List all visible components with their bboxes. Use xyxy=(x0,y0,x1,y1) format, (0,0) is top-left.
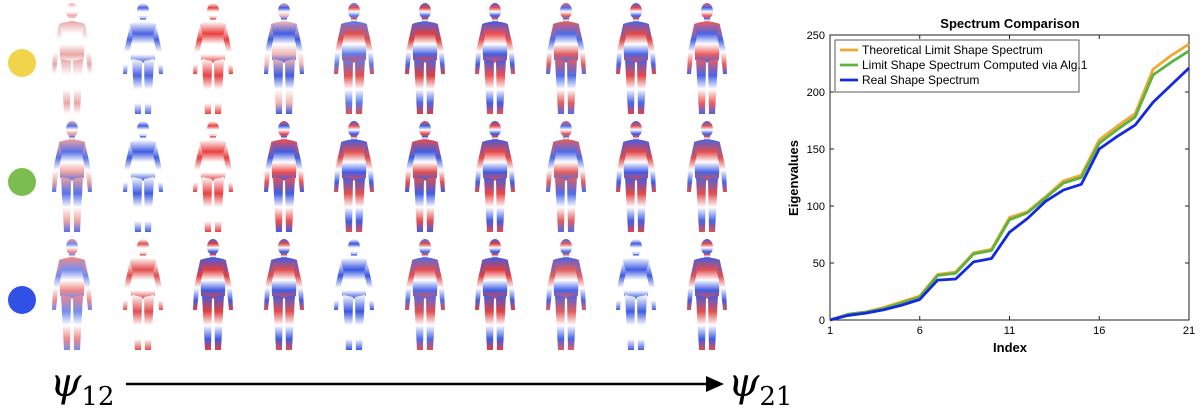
legend-label-1: Theoretical Limit Shape Spectrum xyxy=(862,43,1043,57)
y-tick-label: 250 xyxy=(807,30,825,42)
body-eigenfunction-r2-c5 xyxy=(334,121,374,232)
x-tick-label: 21 xyxy=(1183,325,1195,337)
body-eigenfunction-r1-c4 xyxy=(263,3,304,114)
body-eigenfunction-r2-c4 xyxy=(263,121,304,232)
body-eigenfunction-r1-c7 xyxy=(475,3,515,114)
body-eigenfunction-r3-c3 xyxy=(193,239,233,350)
series-line-3 xyxy=(829,67,1190,322)
y-tick-label: 0 xyxy=(819,315,825,327)
body-eigenfunction-r2-c6 xyxy=(404,121,445,232)
body-eigenfunction-r1-c2 xyxy=(122,3,163,114)
y-tick-label: 150 xyxy=(807,144,825,156)
body-eigenfunction-r3-c4 xyxy=(263,239,304,350)
end-eigenfunction-label: ψ21 xyxy=(728,360,792,412)
row-marker-blue xyxy=(8,286,36,314)
body-eigenfunction-r3-c1 xyxy=(52,239,92,350)
body-eigenfunction-r2-c9 xyxy=(616,121,656,232)
series-lines xyxy=(829,42,1190,322)
series-line-2 xyxy=(829,49,1190,322)
body-eigenfunction-r3-c10 xyxy=(686,239,727,350)
x-axis-label: Index xyxy=(993,340,1028,355)
x-tick-label: 1 xyxy=(827,325,833,337)
body-eigenfunction-r1-c8 xyxy=(545,3,586,114)
start-label-sub: 12 xyxy=(81,382,115,412)
body-eigenfunction-r3-c9 xyxy=(616,239,656,350)
y-axis: 0 50 100 150 200 250 xyxy=(807,30,1189,327)
chart-title: Spectrum Comparison xyxy=(940,16,1079,31)
start-label-base: ψ xyxy=(50,360,82,406)
body-eigenfunction-r2-c10 xyxy=(686,121,727,232)
index-arrow xyxy=(126,376,724,392)
body-eigenfunction-r3-c5 xyxy=(334,239,374,350)
y-axis-label: Eigenvalues xyxy=(786,140,801,216)
x-tick-label: 6 xyxy=(917,325,923,337)
body-eigenfunction-r1-c5 xyxy=(334,3,374,114)
eigenfunction-grid xyxy=(36,0,796,360)
body-eigenfunction-r1-c3 xyxy=(193,3,233,114)
row-marker-yellow xyxy=(8,49,36,77)
body-eigenfunction-r3-c6 xyxy=(404,239,445,350)
body-eigenfunction-r3-c7 xyxy=(475,239,515,350)
y-tick-label: 100 xyxy=(807,201,825,213)
body-eigenfunction-r2-c7 xyxy=(475,121,515,232)
legend-box xyxy=(834,39,1080,93)
start-eigenfunction-label: ψ12 xyxy=(50,360,114,412)
body-eigenfunction-r3-c2 xyxy=(122,239,163,350)
x-tick-label: 16 xyxy=(1093,325,1105,337)
legend-label-3: Real Shape Spectrum xyxy=(862,73,979,87)
row-marker-green xyxy=(8,168,36,196)
body-eigenfunction-r1-c6 xyxy=(404,3,445,114)
body-eigenfunction-r1-c1 xyxy=(52,3,92,114)
body-eigenfunction-r1-c9 xyxy=(616,3,656,114)
body-eigenfunction-r1-c10 xyxy=(686,3,727,114)
x-axis: 1 6 11 16 21 xyxy=(827,35,1195,337)
body-eigenfunction-r2-c2 xyxy=(122,121,163,232)
y-tick-label: 200 xyxy=(807,87,825,99)
end-label-base: ψ xyxy=(728,360,760,406)
legend-label-2: Limit Shape Spectrum Computed via Alg.1 xyxy=(862,58,1088,72)
body-eigenfunction-r2-c3 xyxy=(193,121,233,232)
body-eigenfunction-r3-c8 xyxy=(545,239,586,350)
end-label-sub: 21 xyxy=(759,382,793,412)
body-eigenfunction-r2-c8 xyxy=(545,121,586,232)
body-eigenfunction-r2-c1 xyxy=(52,121,92,232)
x-tick-label: 11 xyxy=(1004,325,1015,337)
y-tick-label: 50 xyxy=(813,258,825,270)
